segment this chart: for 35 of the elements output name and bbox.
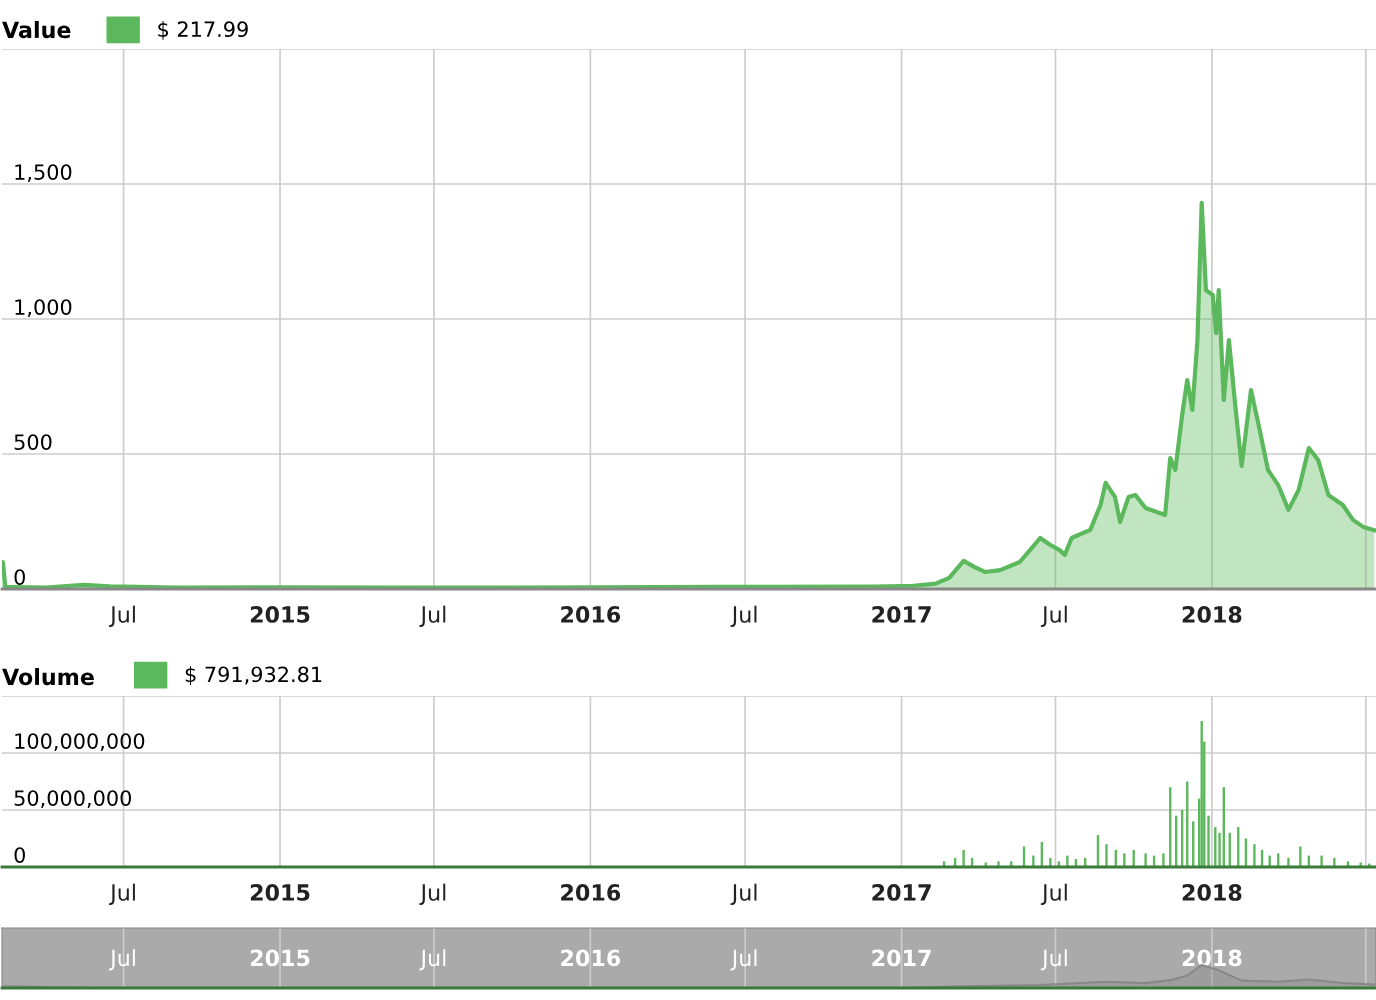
x-tick-label: 2016 (561, 949, 621, 967)
x-tick-label: 2017 (872, 949, 931, 967)
x-tick-label: Jul (109, 949, 135, 971)
x-tick-label: Jul (1040, 949, 1067, 971)
x-tick-label: 2015 (250, 606, 310, 623)
x-tick-label: 2016 (561, 884, 621, 901)
y-tick-label: 50,000,000 (14, 790, 132, 809)
x-tick-label: Jul (419, 949, 446, 971)
x-tick-label: 2015 (250, 884, 310, 901)
x-tick-label: 2018 (1182, 606, 1242, 623)
x-tick-label: 2018 (1182, 884, 1242, 901)
y-tick-label: 500 (14, 434, 52, 450)
x-tick-label: Jul (419, 883, 446, 905)
y-tick-label: 0 (14, 847, 25, 863)
chart-title: Volume (2, 668, 94, 686)
x-tick-label: Jul (1040, 605, 1067, 627)
x-tick-label: Jul (730, 605, 757, 627)
x-tick-label: Jul (109, 883, 135, 905)
x-tick-label: 2015 (250, 949, 310, 967)
x-tick-label: Jul (1040, 883, 1067, 905)
x-tick-label: Jul (730, 949, 757, 971)
x-tick-label: Jul (419, 605, 446, 627)
x-tick-label: 2017 (872, 884, 931, 901)
y-tick-label: 100,000,000 (15, 733, 145, 752)
y-tick-label: 0 (14, 569, 25, 585)
chart-title: Value (2, 21, 71, 39)
legend-label: $ 791,932.81 (185, 666, 322, 686)
x-tick-label: 2018 (1182, 949, 1242, 967)
x-tick-label: 2017 (872, 606, 931, 623)
x-tick-label: Jul (730, 883, 757, 905)
x-tick-label: Jul (109, 605, 135, 627)
y-tick-label: 1,000 (15, 299, 72, 318)
x-tick-label: 2016 (561, 606, 621, 623)
legend-label: $ 217.99 (158, 20, 248, 40)
y-tick-label: 1,500 (15, 164, 72, 183)
